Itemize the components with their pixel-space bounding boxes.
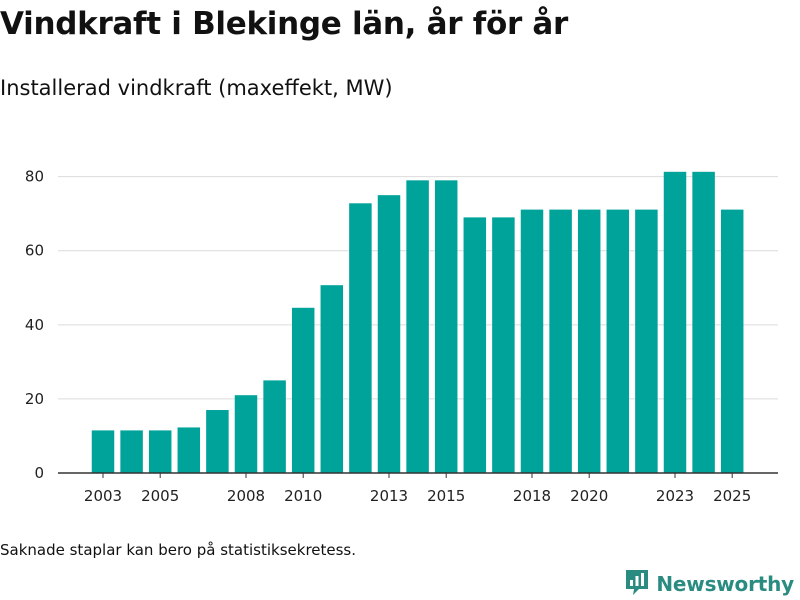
bar-2012 (349, 203, 372, 474)
x-tick-label: 2023 (656, 487, 694, 505)
y-tick-label: 60 (25, 242, 44, 260)
bar-2004 (120, 430, 143, 473)
bar-2015 (434, 180, 458, 473)
y-tick-label: 20 (25, 390, 44, 408)
x-tick-label: 2018 (513, 487, 551, 505)
bar-2009 (263, 380, 286, 473)
chart-title: Vindkraft i Blekinge län, år för år (0, 6, 569, 42)
bar-2023 (663, 171, 687, 474)
axes: 0 20 40 60 80 2003 2005 2008 2010 2013 2015 2018 202… (25, 168, 778, 505)
bar-2017 (492, 217, 515, 473)
bar-2010 (291, 307, 315, 473)
bar-2013 (377, 195, 401, 473)
bar-2005 (148, 430, 172, 473)
x-tick-label: 2020 (570, 487, 608, 505)
brand: Newsworthy (624, 568, 794, 600)
x-tick-label: 2010 (284, 487, 322, 505)
bar-2011 (320, 285, 344, 473)
brand-name: Newsworthy (656, 572, 794, 596)
chart-subtitle: Installerad vindkraft (maxeffekt, MW) (0, 76, 393, 100)
footnote: Saknade staplar kan bero på statistiksek… (0, 541, 357, 559)
bar-2022 (635, 209, 658, 473)
bar-2024 (692, 171, 715, 474)
bar-2019 (549, 209, 572, 473)
bar-2014 (406, 180, 429, 473)
bar-2020 (577, 209, 601, 473)
bar-2003 (91, 430, 115, 473)
x-tick-label: 2025 (713, 487, 751, 505)
bars (91, 171, 744, 474)
bar-2018 (520, 209, 544, 473)
bar-2021 (606, 209, 630, 473)
y-tick-label: 0 (34, 464, 44, 482)
newsworthy-logo-icon (624, 568, 650, 600)
bar-2025 (720, 209, 744, 473)
bar-2006 (177, 427, 201, 473)
x-tick-label: 2005 (141, 487, 179, 505)
bar-2016 (463, 217, 487, 473)
bar-2008 (234, 395, 258, 473)
y-tick-label: 40 (25, 316, 44, 334)
y-tick-label: 80 (25, 168, 44, 186)
x-tick-label: 2015 (427, 487, 465, 505)
x-tick-label: 2003 (84, 487, 122, 505)
x-tick-label: 2008 (227, 487, 265, 505)
bar-2007 (206, 410, 229, 473)
x-tick-label: 2013 (370, 487, 408, 505)
